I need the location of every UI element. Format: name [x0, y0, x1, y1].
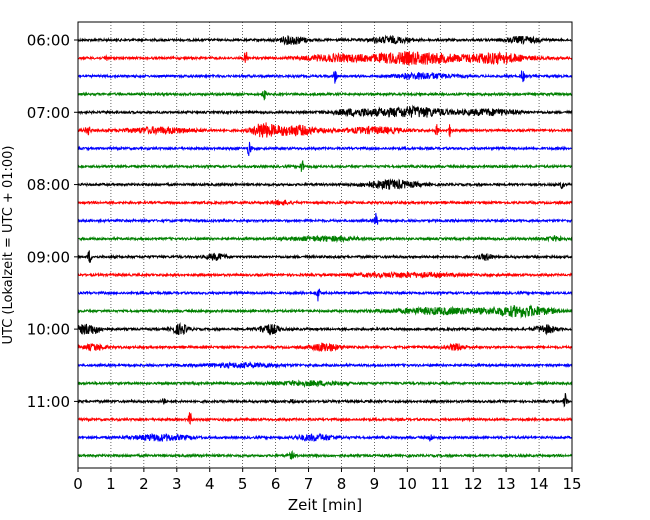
trace-0630	[77, 70, 573, 84]
trace-0815	[77, 199, 573, 206]
y-tick-label: 10:00	[27, 321, 70, 339]
trace-0945	[77, 304, 573, 319]
x-tick-label: 11	[431, 475, 450, 493]
trace-1015	[77, 342, 573, 353]
x-tick-label: 2	[139, 475, 149, 493]
y-tick-label: 06:00	[27, 32, 70, 50]
x-tick-label: 3	[172, 475, 182, 493]
x-tick-label: 8	[337, 475, 347, 493]
x-tick-label: 7	[304, 475, 314, 493]
trace-0700	[77, 104, 573, 118]
y-tick-label: 07:00	[27, 104, 70, 122]
trace-0900	[77, 250, 573, 263]
x-axis-ticks: 0 1 2 3 4 5 6 7 8 9 10 11 12 13 14 15	[73, 468, 582, 493]
trace-1130	[77, 432, 573, 442]
seismogram-traces	[77, 34, 573, 460]
trace-0645	[77, 90, 573, 101]
trace-0845	[77, 234, 573, 244]
trace-0615	[77, 50, 573, 67]
y-axis-ticks: 06:00 07:00 08:00 09:00 10:00 11:00	[27, 32, 78, 411]
x-tick-label: 15	[562, 475, 581, 493]
plot-frame	[77, 21, 573, 469]
y-tick-label: 09:00	[27, 248, 70, 266]
x-axis-title: Zeit [min]	[288, 496, 362, 514]
x-tick-label: 4	[205, 475, 215, 493]
y-axis-title: UTC (Lokalzeit = UTC + 01:00)	[1, 146, 16, 345]
x-tick-label: 13	[497, 475, 516, 493]
trace-1100	[77, 393, 573, 408]
grid-lines	[110, 22, 540, 468]
trace-0800	[77, 178, 573, 191]
y-tick-label: 08:00	[27, 176, 70, 194]
plot-background	[78, 22, 572, 468]
x-tick-label: 10	[398, 475, 417, 493]
trace-0600	[77, 34, 573, 46]
trace-0915	[77, 271, 573, 280]
trace-0745	[77, 160, 573, 172]
x-tick-label: 6	[271, 475, 281, 493]
trace-1030	[77, 361, 573, 370]
x-tick-label: 9	[370, 475, 380, 493]
x-tick-label: 5	[238, 475, 248, 493]
trace-1115	[77, 412, 573, 425]
trace-0730	[77, 141, 573, 156]
x-tick-label: 1	[106, 475, 116, 493]
trace-0830	[77, 212, 573, 225]
trace-0930	[77, 288, 573, 302]
x-tick-label: 12	[464, 475, 483, 493]
trace-0715	[77, 122, 573, 138]
x-tick-label: 0	[73, 475, 83, 493]
trace-1145	[77, 449, 573, 460]
y-tick-label: 11:00	[27, 393, 70, 411]
trace-1000	[77, 322, 573, 336]
trace-1045	[77, 379, 573, 389]
x-tick-label: 14	[530, 475, 549, 493]
